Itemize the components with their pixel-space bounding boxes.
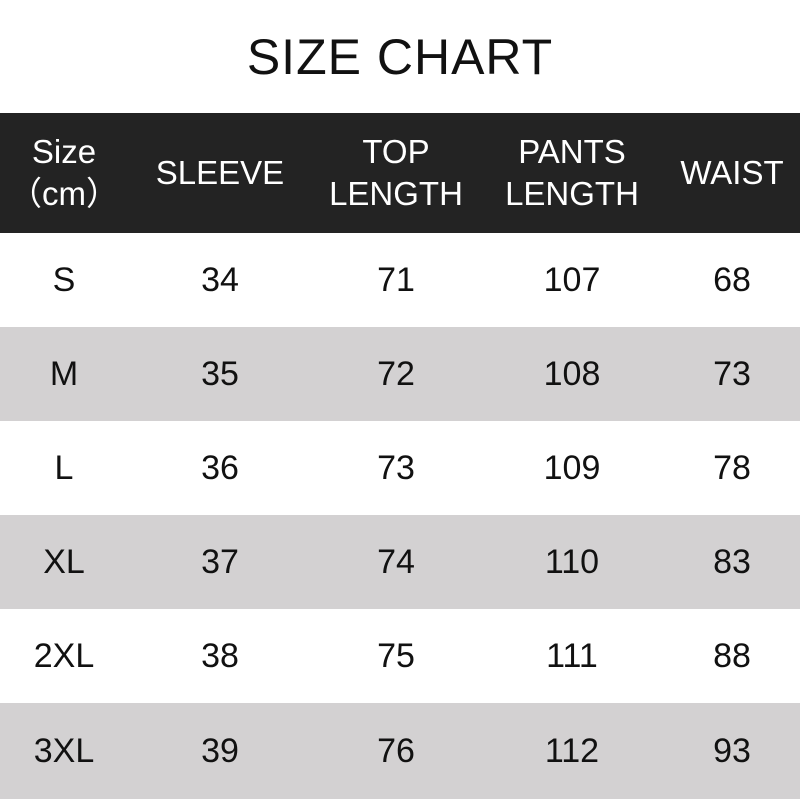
column-header: PANTS LENGTH — [480, 113, 664, 233]
table-cell: 93 — [713, 731, 751, 770]
table-row: M 35 72 108 73 — [0, 327, 800, 421]
column-header: WAIST — [664, 113, 800, 233]
column-header: TOP LENGTH — [312, 113, 480, 233]
table-cell: 35 — [201, 354, 239, 393]
table-row: L 36 73 109 78 — [0, 421, 800, 515]
table-cell: 68 — [713, 260, 751, 299]
table-cell: 74 — [377, 542, 415, 581]
table-cell: 2XL — [33, 636, 95, 675]
table-row: XL 37 74 110 83 — [0, 515, 800, 609]
page-title: SIZE CHART — [246, 28, 554, 85]
table-cell: 108 — [543, 354, 601, 393]
table-cell: 34 — [201, 260, 239, 299]
table-cell: XL — [43, 542, 85, 581]
table-cell: L — [54, 448, 74, 487]
table-cell: 78 — [713, 448, 751, 487]
table-cell: 73 — [377, 448, 415, 487]
table-body: S 34 71 107 68 M 35 72 108 73 L 36 73 109 78 XL 37 74 110 8… — [0, 233, 800, 799]
table-cell: 107 — [543, 260, 601, 299]
table-row: 3XL 39 76 112 93 — [0, 703, 800, 799]
table-cell: 111 — [546, 636, 598, 675]
column-header-text: SLEEVE — [155, 154, 285, 191]
table-cell: M — [49, 354, 79, 393]
table-cell: 3XL — [33, 731, 95, 770]
column-header-text: （cm） — [9, 175, 119, 212]
column-header-text: PANTS — [518, 133, 626, 170]
table-cell: 36 — [201, 448, 239, 487]
column-header: Size （cm） — [0, 113, 128, 233]
table-cell: 88 — [713, 636, 751, 675]
column-header-text: LENGTH — [505, 175, 639, 212]
table-cell: 71 — [377, 260, 415, 299]
header-row: Size （cm） SLEEVE TOP LENGTH PANTS LENGTH WAIST — [0, 113, 800, 233]
table-cell: 75 — [377, 636, 415, 675]
table-cell: 109 — [543, 448, 601, 487]
table-cell: 39 — [201, 731, 239, 770]
table-row: 2XL 38 75 111 88 — [0, 609, 800, 703]
column-header: SLEEVE — [128, 113, 312, 233]
column-header-text: LENGTH — [329, 175, 463, 212]
table-row: S 34 71 107 68 — [0, 233, 800, 327]
size-chart-table: Size （cm） SLEEVE TOP LENGTH PANTS LENGTH WAIST … — [0, 113, 800, 799]
table-cell: 72 — [377, 354, 415, 393]
table-cell: 83 — [713, 542, 751, 581]
table-cell: 37 — [201, 542, 239, 581]
table-cell: 76 — [377, 731, 415, 770]
table-cell: S — [52, 260, 76, 299]
column-header-text: WAIST — [680, 154, 784, 191]
table-cell: 73 — [713, 354, 751, 393]
table-cell: 112 — [544, 731, 600, 770]
column-header-text: Size — [31, 133, 97, 170]
table-cell: 38 — [201, 636, 239, 675]
column-header-text: TOP — [362, 133, 430, 170]
table-cell: 110 — [544, 542, 600, 581]
